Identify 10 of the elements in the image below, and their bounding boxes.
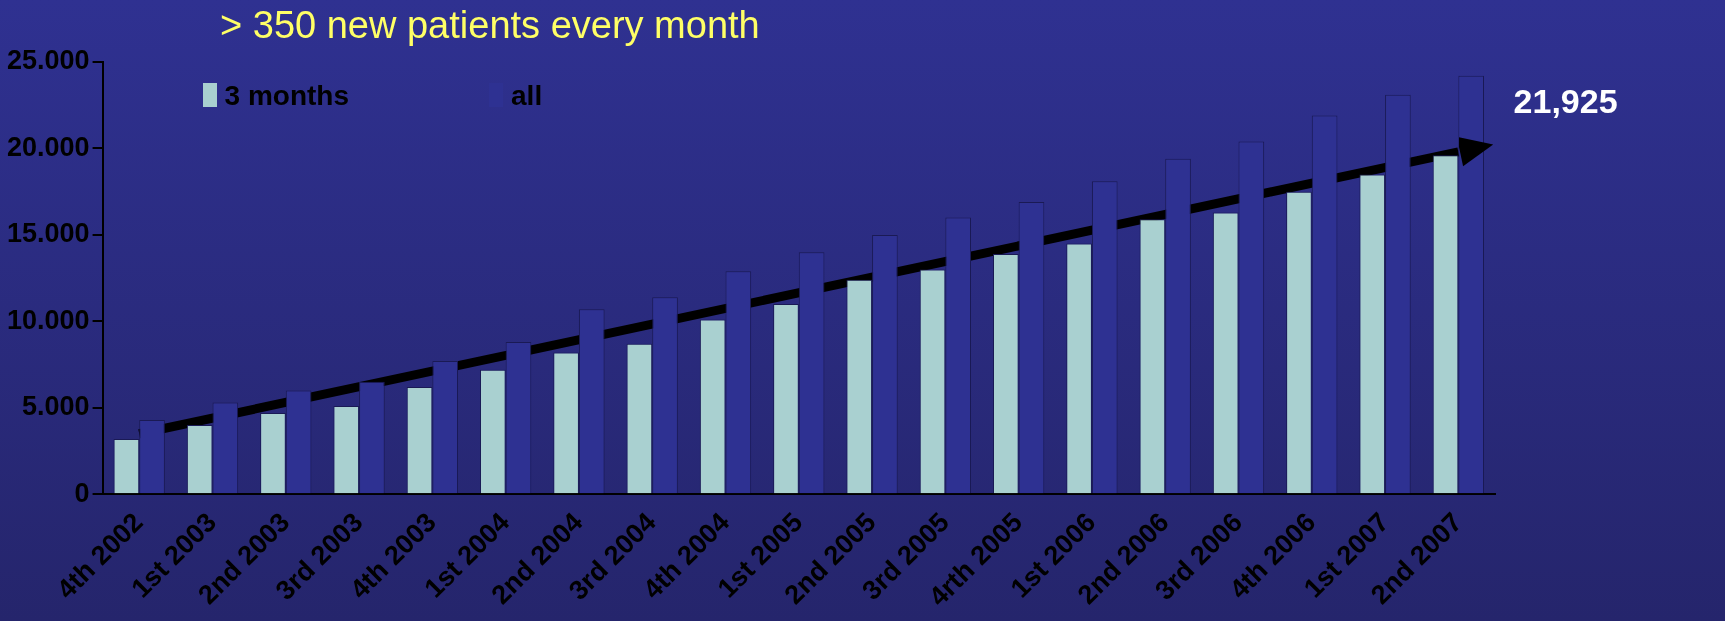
y-tick-label: 15.000 — [6, 218, 90, 249]
y-tick-label: 20.000 — [6, 131, 90, 162]
chart-title: > 350 new patients every month — [220, 4, 760, 47]
y-tick-label: 5.000 — [22, 391, 90, 422]
y-tick-label: 25.000 — [6, 45, 90, 76]
text: 21,925 — [1513, 82, 1618, 122]
legend-label: 3 months — [223, 80, 350, 112]
y-tick-label: 10.000 — [6, 304, 90, 335]
y-tick-label: 0 — [74, 477, 90, 508]
legend-label: all — [510, 80, 543, 112]
